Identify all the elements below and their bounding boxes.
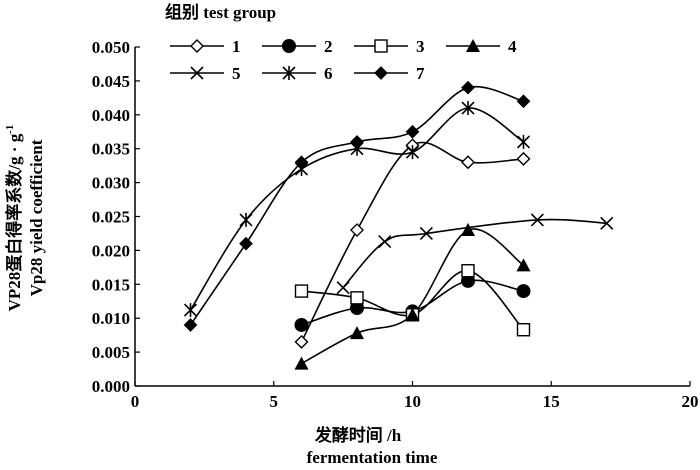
data-point-series-7 [516,94,531,109]
series-lines [189,85,607,365]
y-tick-label: 0.010 [92,309,130,328]
legend-marker-3 [374,39,388,53]
series-line-7 [189,85,524,326]
data-point-series-7 [461,80,475,95]
x-ticks: 0 5 10 15 20 [131,381,699,411]
data-point-series-3 [350,291,364,305]
x-tick-label: 5 [270,392,279,411]
x-axis-title-cn: 发酵时间 /h [314,425,402,445]
data-point-series-6 [239,212,253,227]
y-axis-title-cn: VP28蛋白得率系数/g · g-1 [4,125,24,312]
y-tick-label: 0.005 [92,343,130,362]
data-point-series-4 [461,223,475,237]
y-ticks: 0.000 0.005 0.010 0.015 0.020 0.025 0.030 0.035… [92,38,140,396]
y-tick-label: 0.025 [92,208,130,227]
data-point-series-4 [294,356,309,370]
y-tick-label: 0.000 [92,377,130,396]
data-point-series-4 [516,258,531,272]
data-point-series-1 [350,223,364,238]
x-tick-label: 0 [131,392,140,411]
y-tick-label: 0.035 [92,140,130,159]
legend-marker-1 [190,39,204,53]
y-tick-label: 0.020 [92,241,130,260]
data-point-series-3 [516,323,531,337]
data-point-series-6 [461,101,475,116]
x-tick-label: 15 [543,392,560,411]
data-point-series-5 [530,213,544,227]
x-tick-label: 20 [682,392,699,411]
data-point-series-7 [405,124,420,139]
legend-marker-6 [282,66,296,80]
data-point-series-5 [378,235,392,249]
series-line-4 [301,228,524,365]
data-point-series-4 [405,307,420,321]
legend-label-6: 6 [324,64,333,83]
y-tick-label: 0.015 [92,275,130,294]
y-tick-label: 0.045 [92,72,130,91]
x-axis-title-en: fermentation time [307,448,438,467]
data-point-series-1 [294,334,309,349]
data-point-series-5 [600,216,614,230]
legend-label-7: 7 [416,64,425,83]
data-point-series-4 [350,326,364,340]
legend-marker-4 [466,39,480,52]
data-point-series-3 [461,264,475,278]
data-point-series-5 [336,281,350,295]
data-point-series-1 [516,151,531,166]
data-point-series-6 [183,303,198,318]
legend-label-5: 5 [232,64,241,83]
legend-marker-5 [190,66,204,80]
data-point-series-6 [405,145,420,160]
legend-title: 组别 test group [165,2,276,22]
data-point-series-5 [419,226,433,241]
legend-label-3: 3 [416,37,425,56]
data-point-series-6 [516,134,531,149]
data-point-series-7 [294,155,309,170]
legend-marker-2 [282,39,296,53]
axes [134,47,690,387]
legend-label-1: 1 [232,37,241,56]
data-point-series-3 [294,284,309,298]
legend-label-4: 4 [508,37,517,56]
series-markers [183,80,614,370]
y-axis-title-en: Vp28 yield coefficient [27,139,46,296]
y-tick-label: 0.040 [92,106,130,125]
x-tick-label: 10 [404,392,421,411]
y-tick-label: 0.030 [92,174,130,193]
legend-label-2: 2 [324,37,333,56]
y-axis-title-cn-sup: -1 [4,125,16,134]
series-line-5 [342,218,607,289]
data-point-series-7 [350,135,364,149]
data-point-series-1 [461,155,475,170]
legend: 1 2 3 4 5 6 7 [170,37,517,83]
y-tick-label: 0.050 [92,38,130,57]
y-axis-title-cn-main: VP28蛋白得率系数/g · g [4,133,24,311]
data-point-series-7 [183,318,198,332]
data-point-series-2 [294,317,309,332]
data-point-series-7 [239,236,253,251]
data-point-series-2 [516,284,531,299]
legend-marker-7 [374,66,388,80]
